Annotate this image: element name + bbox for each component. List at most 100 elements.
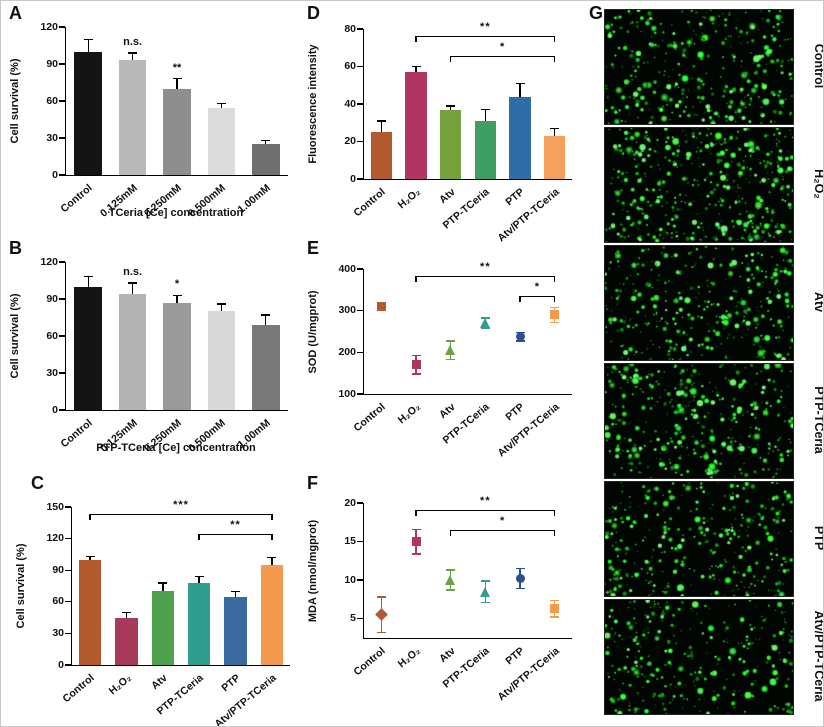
error-cap [261, 314, 271, 316]
panel-letter-f: F [307, 473, 318, 493]
significance-bracket [90, 514, 272, 515]
error-cap [480, 601, 490, 604]
significance-label: ** [480, 21, 491, 33]
microscopy-row: PTP-TCeria [604, 363, 824, 479]
bracket-tick [271, 514, 273, 520]
panel-letter-c: C [31, 473, 44, 493]
bar-Control [74, 286, 102, 410]
significance-label: * [500, 41, 506, 53]
bar-0.125mM [118, 294, 147, 410]
point-PTP [515, 574, 525, 584]
error-cap [216, 102, 226, 105]
microscopy-image-4 [604, 481, 794, 597]
microscopy-row: Control [604, 9, 823, 125]
plot-area: ** * [363, 495, 572, 639]
y-tick-mark [357, 540, 363, 543]
plot-area: ** * [363, 261, 572, 395]
point-Atv/PTP-TCeria [550, 310, 560, 320]
error-cap [122, 611, 131, 614]
chart-cell-survival-tceria: n.s. ** 0 30 60 90 120 Cell survival (%) Control… [1, 1, 301, 236]
bar-0.250mM [163, 88, 191, 175]
y-tick-label: 90 [46, 57, 58, 70]
panel-letter-d: D [307, 3, 320, 23]
bar-Atv [439, 109, 462, 179]
error-bar [131, 52, 134, 61]
error-bar [87, 39, 89, 52]
y-tick-mark [357, 103, 363, 105]
y-tick-label: 300 [338, 304, 356, 317]
error-bar [380, 120, 383, 133]
bar-1.00mM [252, 324, 280, 410]
y-tick-mark [65, 537, 71, 540]
bracket-tick [519, 296, 521, 302]
error-cap [376, 596, 386, 598]
microscopy-image-2 [604, 245, 794, 361]
y-tick-mark [65, 632, 71, 635]
y-tick-mark [59, 298, 65, 300]
y-tick-mark [357, 579, 363, 581]
error-cap [515, 587, 525, 590]
point-H₂O₂ [411, 537, 421, 547]
significance-bracket [416, 510, 555, 511]
bar-PTP [509, 96, 531, 179]
image-label: PTP-TCeria [812, 386, 824, 454]
y-tick-label: 200 [338, 345, 356, 358]
significance-label: ** [230, 519, 241, 531]
y-tick-mark [357, 618, 363, 620]
y-tick-mark [65, 569, 71, 571]
error-cap [480, 580, 490, 582]
error-bar [265, 140, 267, 145]
chart-fluorescence-intensity: ** * 0 20 40 60 80 Fluorescence intensity Contro… [301, 1, 586, 244]
y-tick-label: 30 [46, 366, 58, 379]
bracket-tick [553, 510, 556, 516]
y-tick-label: 60 [52, 595, 64, 608]
error-cap [128, 52, 138, 54]
y-tick-mark [65, 664, 71, 666]
panel-A: A n.s. ** 0 30 60 90 120 Cell survival (%) Contr… [1, 1, 301, 236]
error-cap [411, 373, 421, 375]
error-bar [553, 128, 556, 136]
bar-0.125mM [118, 60, 147, 175]
bar-H₂O₂ [115, 617, 138, 665]
panel-B: B n.s. * 0 30 60 90 120 Cell survival (%) Contro… [1, 236, 301, 471]
significance-bracket [416, 36, 555, 37]
error-bar [176, 78, 178, 89]
error-cap [480, 317, 490, 319]
y-tick-label: 20 [344, 496, 356, 509]
y-tick-label: 20 [344, 135, 356, 147]
y-axis-label: MDA (nmol/mgprot) [307, 519, 319, 622]
x-axis-label: TCeria [Ce] concentration [108, 207, 244, 219]
error-bar [198, 576, 200, 583]
microscopy-image-5 [604, 599, 794, 715]
error-cap [446, 569, 456, 571]
bracket-tick [449, 56, 452, 62]
error-cap [267, 556, 277, 559]
y-axis-label: SOD (U/mgprot) [307, 289, 319, 374]
y-tick-mark [59, 26, 65, 28]
panel-letter-b: B [9, 238, 22, 258]
y-tick-mark [59, 372, 65, 374]
error-cap [446, 589, 456, 591]
chart-cell-survival-ptp-tceria: n.s. * 0 30 60 90 120 Cell survival (%) Control 0… [1, 236, 301, 471]
y-tick-mark [357, 309, 363, 312]
significance-annotation: n.s. [123, 35, 143, 48]
error-bar [220, 103, 223, 109]
error-cap [550, 321, 560, 324]
error-bar [220, 303, 223, 312]
error-cap [172, 78, 182, 80]
panel-G: G Control H₂O₂ Atv PTP-TCeria PTP Atv/PTP-TCe… [586, 1, 824, 726]
bracket-tick [415, 276, 417, 282]
bracket-tick [553, 530, 556, 536]
y-tick-label: 15 [344, 535, 356, 548]
image-label: PTP [812, 525, 824, 551]
error-cap [515, 567, 525, 570]
significance-annotation: n.s. [123, 265, 143, 278]
microscopy-image-3 [604, 363, 794, 479]
plot-area: *** ** [71, 499, 290, 666]
y-tick-label: 90 [52, 563, 64, 576]
y-tick-mark [357, 268, 363, 270]
panel-letter-g: G [589, 3, 604, 23]
bar-Control [370, 132, 393, 179]
error-bar [519, 83, 521, 97]
